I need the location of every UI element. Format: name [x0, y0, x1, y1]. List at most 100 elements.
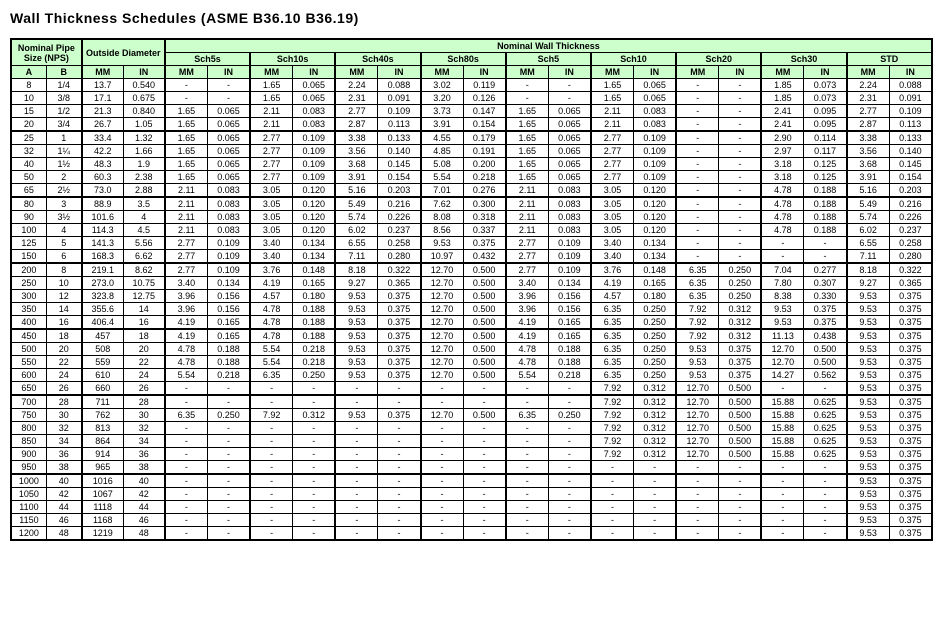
table-cell: 9.53	[847, 422, 890, 435]
table-cell: 3.96	[506, 303, 549, 316]
th-unit: IN	[463, 66, 506, 79]
table-cell: 5.74	[335, 211, 378, 224]
table-cell: 0.277	[804, 263, 847, 277]
table-cell: 141.3	[82, 237, 124, 250]
table-cell: 400	[11, 316, 46, 330]
table-cell: 44	[123, 501, 165, 514]
table-cell: -	[421, 501, 464, 514]
table-cell: 65	[11, 184, 46, 198]
table-cell: 0.500	[463, 343, 506, 356]
table-cell: -	[463, 488, 506, 501]
table-row: 45018457184.190.1654.780.1889.530.37512.…	[11, 329, 932, 343]
table-cell: 48	[123, 527, 165, 541]
table-cell: 0.120	[293, 211, 336, 224]
table-cell: 0.322	[889, 263, 932, 277]
table-cell: 0.258	[889, 237, 932, 250]
table-cell: 0.109	[634, 158, 677, 171]
table-cell: 0.312	[634, 422, 677, 435]
table-cell: 950	[11, 461, 46, 475]
table-cell: 0.065	[548, 131, 591, 145]
table-cell: 0.109	[293, 131, 336, 145]
table-cell: 4.57	[250, 290, 293, 303]
table-cell: 0.117	[804, 145, 847, 158]
table-cell: -	[548, 461, 591, 475]
table-cell: 813	[82, 422, 124, 435]
table-cell: 3.96	[506, 290, 549, 303]
th-schedule: STD	[847, 53, 932, 66]
table-cell: 2.11	[250, 118, 293, 132]
page-title: Wall Thickness Schedules (ASME B36.10 B3…	[10, 10, 933, 26]
table-cell: 0.625	[804, 422, 847, 435]
table-cell: 0.500	[463, 369, 506, 382]
table-cell: 1.05	[123, 118, 165, 132]
table-cell: 0.113	[889, 118, 932, 132]
table-cell: 0.065	[548, 105, 591, 118]
table-cell: -	[421, 527, 464, 541]
table-cell: 0.375	[378, 303, 421, 316]
table-cell: 0.065	[207, 158, 250, 171]
table-cell: 2.77	[250, 145, 293, 158]
table-cell: 0.375	[889, 527, 932, 541]
th-schedule: Sch40s	[335, 53, 420, 66]
table-cell: 600	[11, 369, 46, 382]
table-cell: 0.540	[123, 79, 165, 92]
table-cell: 0.140	[889, 145, 932, 158]
table-cell: 25	[11, 131, 46, 145]
table-cell: 1/4	[46, 79, 81, 92]
table-cell: 11.13	[761, 329, 804, 343]
table-cell: 0.133	[889, 131, 932, 145]
table-cell: 2.77	[506, 250, 549, 264]
table-cell: 0.375	[378, 409, 421, 422]
table-cell: 0.156	[207, 290, 250, 303]
table-cell: 559	[82, 356, 124, 369]
table-cell: 750	[11, 409, 46, 422]
table-cell: 5.56	[123, 237, 165, 250]
table-cell: 16	[123, 316, 165, 330]
table-cell: 0.134	[634, 237, 677, 250]
table-cell: 0.109	[548, 250, 591, 264]
table-cell: 1100	[11, 501, 46, 514]
table-cell: 2.31	[847, 92, 890, 105]
table-cell: 10	[11, 92, 46, 105]
table-cell: -	[719, 79, 762, 92]
table-cell: 0.065	[207, 171, 250, 184]
table-cell: 0.337	[463, 224, 506, 237]
table-cell: -	[506, 395, 549, 409]
table-cell: 2.41	[761, 105, 804, 118]
table-cell: -	[761, 514, 804, 527]
table-cell: -	[676, 118, 719, 132]
table-cell: 26.7	[82, 118, 124, 132]
table-cell: 9.53	[761, 303, 804, 316]
th-unit: IN	[378, 66, 421, 79]
table-cell: 42.2	[82, 145, 124, 158]
table-cell: -	[207, 527, 250, 541]
table-cell: 3.38	[335, 131, 378, 145]
table-cell: 3½	[46, 211, 81, 224]
table-cell: -	[335, 461, 378, 475]
table-cell: 0.065	[548, 171, 591, 184]
table-cell: 0.237	[378, 224, 421, 237]
table-cell: -	[165, 79, 208, 92]
table-cell: 3.91	[421, 118, 464, 132]
table-row: 6502666026----------7.920.31212.700.500-…	[11, 382, 932, 396]
table-cell: -	[591, 461, 634, 475]
table-cell: 2.97	[761, 145, 804, 158]
table-cell: 12.70	[421, 356, 464, 369]
table-cell: 20	[123, 343, 165, 356]
table-cell: 3/8	[46, 92, 81, 105]
table-cell: 0.156	[548, 303, 591, 316]
table-cell: 0.375	[378, 343, 421, 356]
table-cell: 9.53	[847, 501, 890, 514]
table-cell: 0.154	[463, 118, 506, 132]
table-cell: 30	[46, 409, 81, 422]
table-cell: 0.276	[463, 184, 506, 198]
table-cell: 6.35	[676, 277, 719, 290]
table-cell: 6.35	[250, 369, 293, 382]
table-cell: 0.113	[378, 118, 421, 132]
table-cell: -	[165, 514, 208, 527]
table-cell: 0.109	[293, 171, 336, 184]
table-cell: -	[506, 422, 549, 435]
table-cell: 0.188	[548, 343, 591, 356]
table-cell: 350	[11, 303, 46, 316]
table-cell: -	[719, 501, 762, 514]
